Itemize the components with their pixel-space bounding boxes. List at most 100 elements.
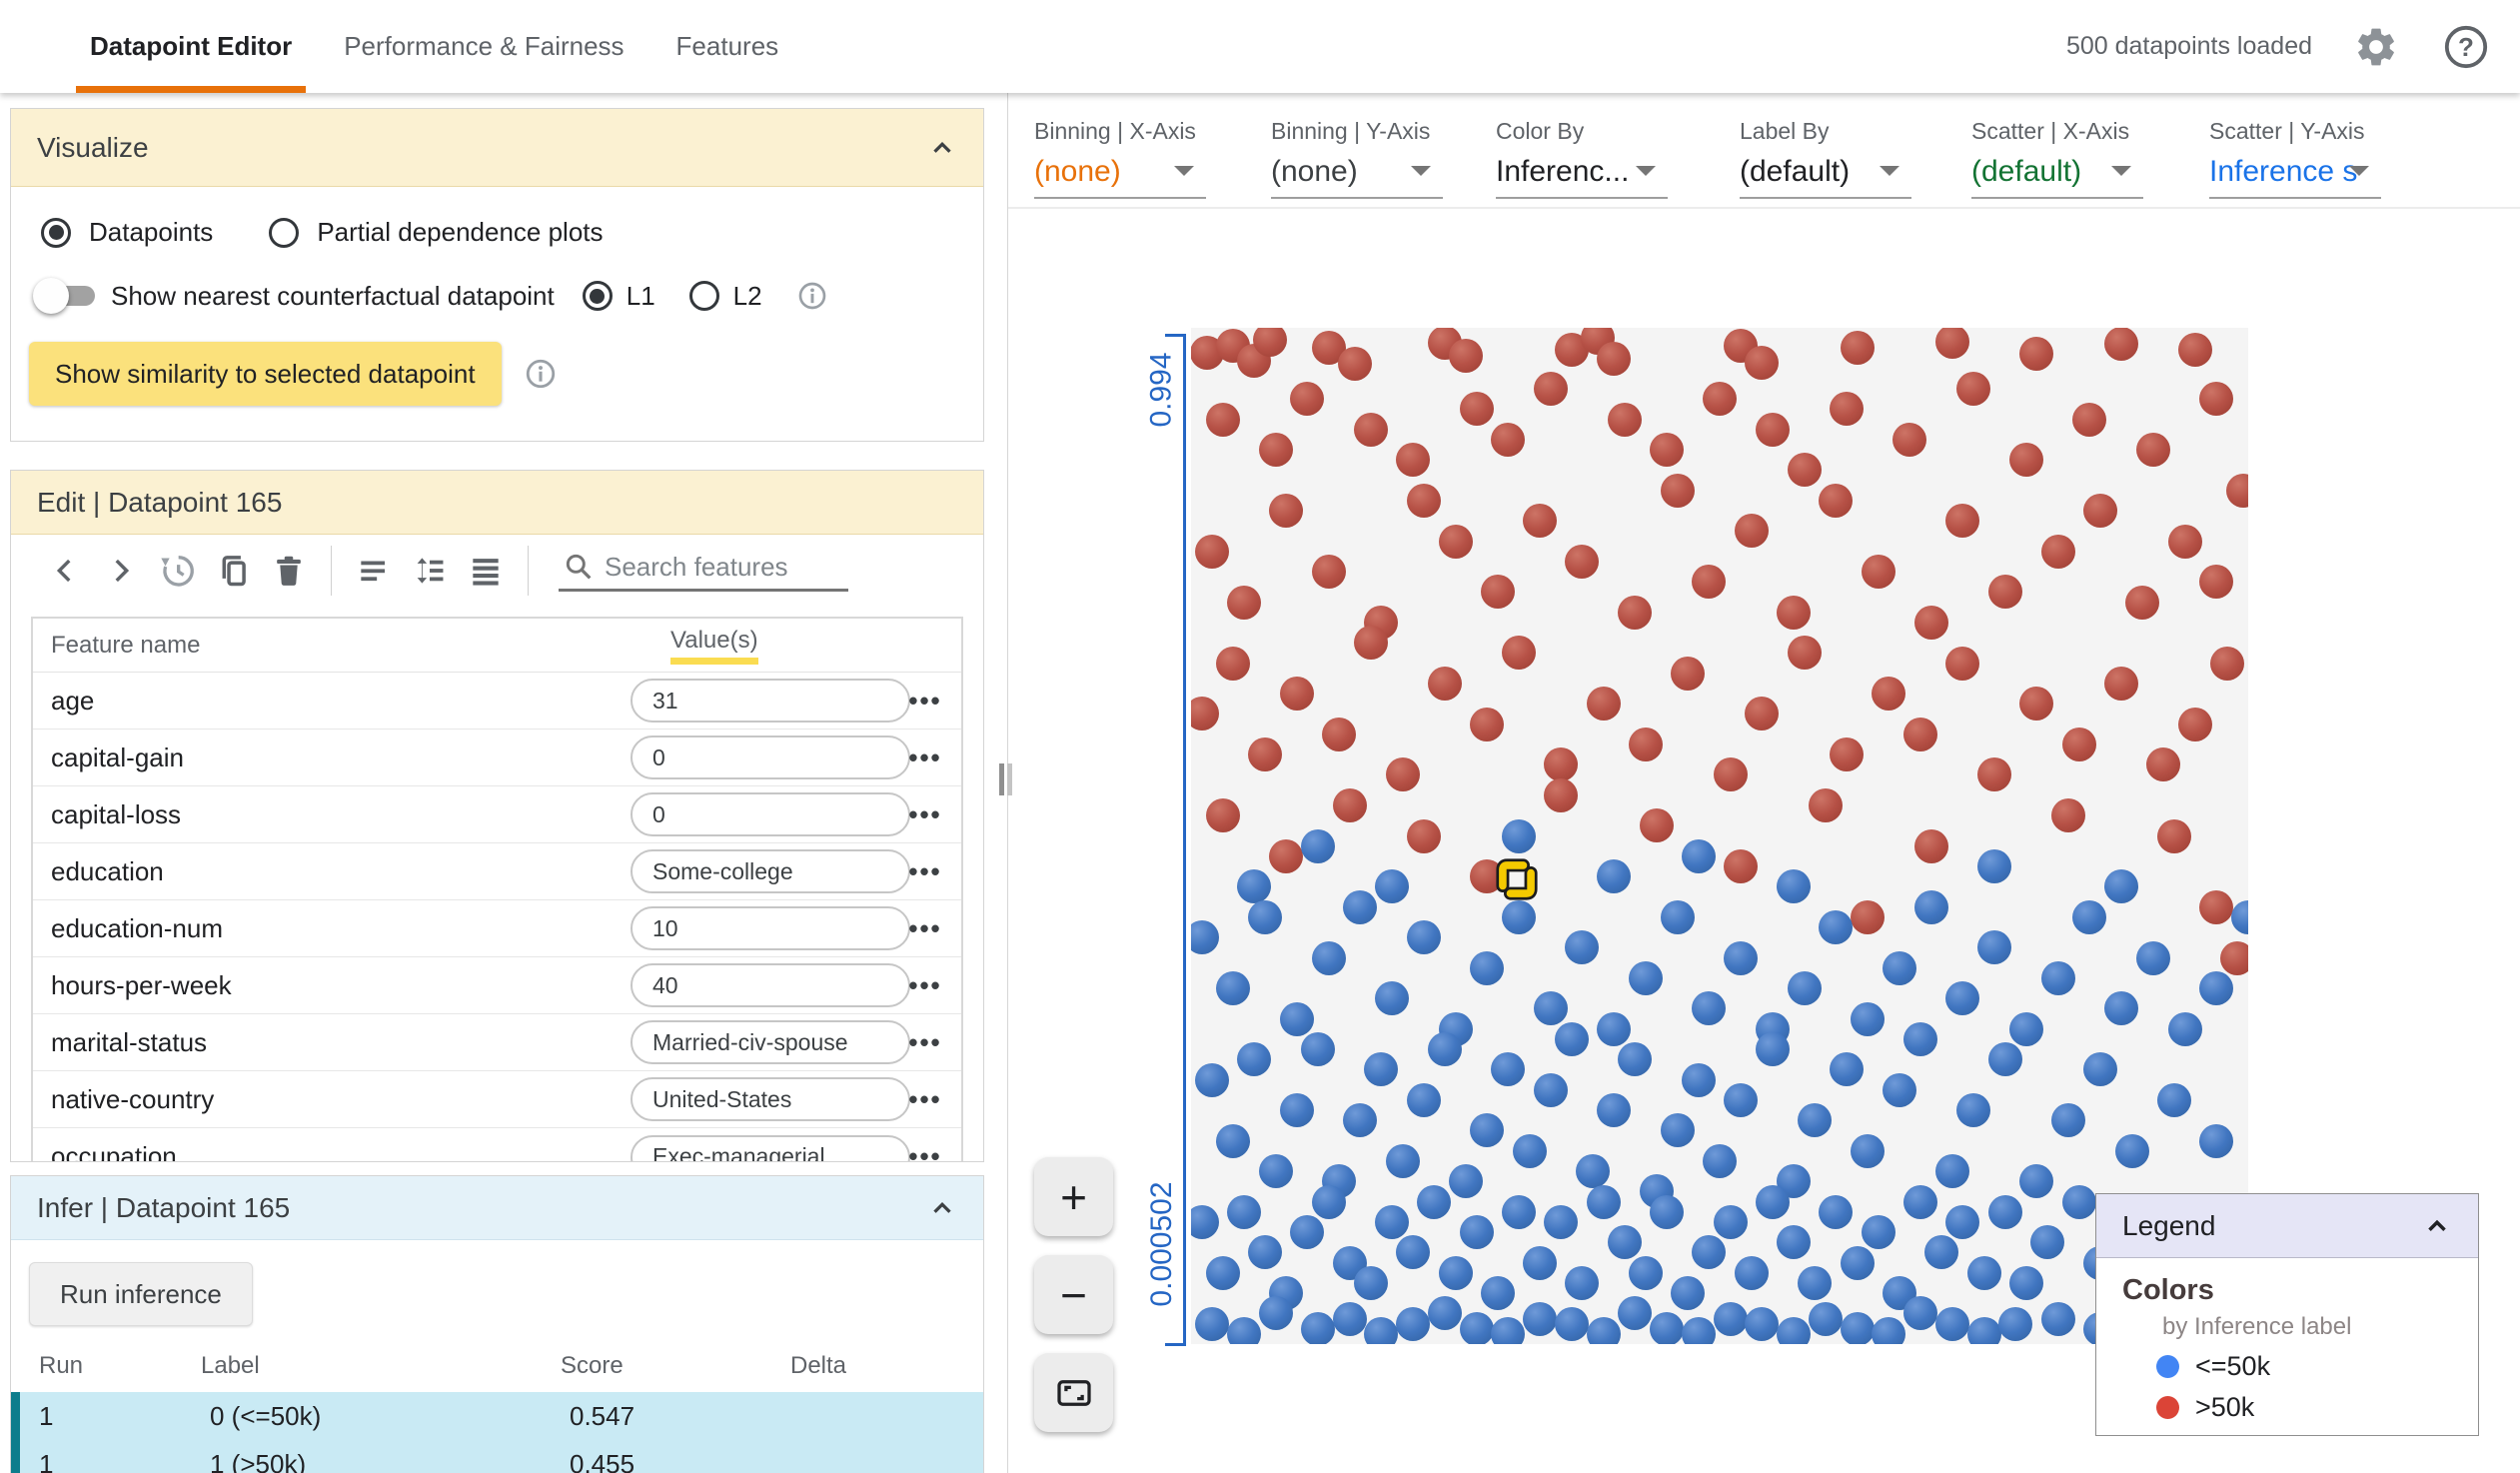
datapoint[interactable] [1191, 920, 1219, 955]
datapoint[interactable] [1279, 1093, 1314, 1128]
counterfactual-toggle[interactable] [33, 278, 95, 314]
datapoint[interactable] [1628, 960, 1663, 995]
datapoint[interactable] [1808, 787, 1843, 822]
datapoint[interactable] [1692, 1235, 1727, 1270]
feature-options-menu-icon[interactable]: ••• [908, 1141, 942, 1162]
feature-options-menu-icon[interactable]: ••• [908, 969, 942, 1000]
datapoint[interactable] [1523, 1245, 1558, 1280]
feature-value-input[interactable]: United-States [630, 1077, 910, 1121]
datapoint[interactable] [1987, 575, 2022, 610]
dropdown-arrow-icon[interactable] [1636, 166, 1656, 186]
datapoint[interactable] [1777, 1225, 1812, 1260]
datapoint[interactable] [1290, 382, 1325, 417]
datapoint[interactable] [1913, 889, 1948, 924]
datapoint[interactable] [2167, 1011, 2202, 1046]
datapoint[interactable] [1586, 687, 1621, 722]
visualize-header[interactable]: Visualize [11, 109, 983, 187]
datapoint[interactable] [2029, 1225, 2064, 1260]
datapoint[interactable] [1216, 971, 1251, 1006]
datapoint[interactable] [1544, 777, 1579, 812]
datapoint[interactable] [1955, 1093, 1990, 1128]
dropdown-arrow-icon[interactable] [1880, 166, 1899, 186]
datapoint[interactable] [1396, 1306, 1431, 1341]
collapse-chevron-icon[interactable] [927, 133, 957, 163]
datapoint[interactable] [1248, 737, 1283, 772]
datapoint[interactable] [1396, 1235, 1431, 1270]
datapoint[interactable] [1459, 392, 1494, 427]
control-dropdown[interactable]: Inference s [2209, 155, 2381, 199]
datapoint[interactable] [1724, 1082, 1759, 1117]
datapoint[interactable] [1269, 494, 1304, 529]
legend-header[interactable]: Legend [2096, 1194, 2478, 1258]
datapoint[interactable] [1734, 514, 1769, 549]
datapoint[interactable] [1872, 677, 1906, 712]
feature-options-menu-icon[interactable]: ••• [908, 741, 942, 772]
datapoint[interactable] [1375, 981, 1410, 1016]
datapoint[interactable] [1840, 331, 1875, 366]
datapoint[interactable] [1385, 757, 1420, 792]
datapoint[interactable] [1269, 838, 1304, 873]
datapoint[interactable] [1216, 1123, 1251, 1158]
datapoint[interactable] [1819, 483, 1854, 518]
datapoint[interactable] [1459, 1311, 1494, 1344]
datapoint[interactable] [1882, 1072, 1916, 1107]
feature-value-input[interactable]: Married-civ-spouse [630, 1020, 910, 1064]
datapoint[interactable] [1681, 838, 1716, 873]
datapoint[interactable] [2167, 524, 2202, 559]
datapoint[interactable] [1216, 646, 1251, 681]
datapoint[interactable] [1955, 372, 1990, 407]
l2-radio[interactable] [688, 281, 719, 311]
datapoint[interactable] [2156, 1082, 2191, 1117]
datapoint[interactable] [1385, 1143, 1420, 1178]
feature-value-input[interactable]: 10 [630, 906, 910, 950]
datapoint[interactable] [1311, 1184, 1346, 1219]
datapoint[interactable] [2104, 869, 2139, 904]
datapoint[interactable] [1470, 1113, 1505, 1148]
datapoint[interactable] [1934, 1306, 1969, 1341]
datapoint[interactable] [1745, 1306, 1780, 1341]
feature-value-input[interactable]: 0 [630, 792, 910, 836]
datapoint[interactable] [1258, 433, 1293, 468]
datapoint[interactable] [1882, 950, 1916, 985]
datapoint[interactable] [1597, 859, 1632, 894]
datapoint[interactable] [1945, 981, 1980, 1016]
datapoint[interactable] [1819, 910, 1854, 945]
datapoint[interactable] [1237, 1042, 1272, 1077]
datapoint[interactable] [1353, 1265, 1388, 1300]
partial-dependence-radio[interactable] [269, 217, 300, 248]
datapoint[interactable] [1586, 1184, 1621, 1219]
datapoint[interactable] [1681, 1062, 1716, 1097]
datapoint[interactable] [1945, 504, 1980, 539]
datapoint[interactable] [1237, 869, 1272, 904]
datapoint[interactable] [2199, 889, 2234, 924]
datapoint[interactable] [2114, 1133, 2149, 1168]
datapoint[interactable] [1987, 1194, 2022, 1229]
datapoint[interactable] [1248, 1235, 1283, 1270]
datapoint[interactable] [1829, 737, 1864, 772]
datapoint[interactable] [1406, 920, 1441, 955]
datapoint[interactable] [1787, 971, 1822, 1006]
datapoint[interactable] [1966, 1255, 2001, 1290]
inference-result-row[interactable]: 1 1 (>50k) 0.455 [20, 1440, 983, 1473]
datapoint[interactable] [1703, 1143, 1737, 1178]
datapoint[interactable] [1628, 727, 1663, 761]
datapoint[interactable] [1650, 1311, 1685, 1344]
view-align-left-icon[interactable] [346, 543, 402, 599]
datapoint[interactable] [1300, 828, 1335, 863]
datapoint[interactable] [1987, 1042, 2022, 1077]
datapoint[interactable] [1851, 1001, 1886, 1036]
control-dropdown[interactable]: (default) [1971, 155, 2143, 199]
datapoint[interactable] [1903, 1021, 1938, 1056]
datapoint[interactable] [1195, 534, 1230, 569]
datapoint[interactable] [1533, 991, 1568, 1026]
dropdown-arrow-icon[interactable] [1411, 166, 1431, 186]
feature-value-input[interactable]: 0 [630, 736, 910, 779]
datapoint[interactable] [1470, 950, 1505, 985]
feature-value-input[interactable]: 40 [630, 963, 910, 1007]
datapoint[interactable] [1586, 1316, 1621, 1344]
datapoint[interactable] [2040, 1301, 2075, 1336]
datapoint[interactable] [1337, 346, 1372, 381]
restore-history-icon[interactable] [149, 543, 205, 599]
datapoint[interactable] [1491, 1052, 1526, 1087]
datapoint[interactable] [1597, 341, 1632, 376]
